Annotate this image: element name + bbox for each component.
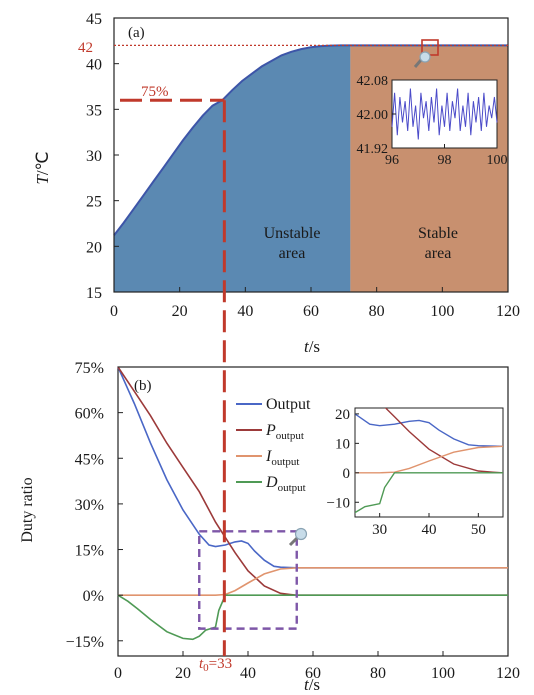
b-inset-series-i_output (355, 445, 503, 474)
a-ytick-label: 15 (86, 285, 102, 302)
panel-a: 0 20 40 60 80 100 120 15 20 25 30 35 40 45 (a) 42 75… (33, 11, 520, 356)
a-xtick-label: 40 (237, 303, 253, 320)
b-xtick-label: 120 (496, 665, 520, 682)
b-inset-xtick-label: 30 (372, 522, 387, 538)
a-xtick-label: 60 (303, 303, 319, 320)
b-xtick-label: 20 (175, 665, 191, 682)
a-y-axis-label: T/℃ (33, 151, 52, 184)
a-inset-xtick-label: 100 (487, 153, 508, 168)
b-zoom-dashed-box (198, 530, 298, 630)
a-inset-box (391, 79, 498, 149)
a-xtick-label: 120 (496, 303, 520, 320)
b-ytick-label: 45% (75, 451, 104, 468)
b-inset-series-d_output (355, 472, 503, 514)
b-inset: 30 40 50 20 10 0 −10 (327, 407, 504, 538)
a-region-unstable-l2: area (279, 245, 306, 262)
a-panel-label: (a) (128, 25, 145, 41)
a-xtick-label: 20 (172, 303, 188, 320)
a-ytick-label: 45 (86, 11, 102, 28)
panel-b: 0 20 40 60 80 100 120 75%60%45%30%15%0%−15% (b… (19, 360, 520, 694)
b-y-ticks: 75% 60% 45% 30% 15% 0% −15% (66, 360, 123, 651)
b-inset-ytick-label: 10 (335, 436, 350, 452)
magnifier-icon (419, 51, 431, 63)
magnifier-icon (294, 527, 308, 541)
a-ytick-label: 30 (86, 148, 102, 165)
b-inset-lines (355, 408, 503, 514)
a-x-axis-label: t/s (304, 337, 320, 356)
a-region-stable-l1: Stable (418, 225, 458, 242)
a-inset-xtick-label: 96 (385, 153, 399, 168)
legend-label: Poutput (265, 422, 304, 442)
a-inset-ytick-label: 42.00 (357, 108, 389, 123)
a-xtick-label: 100 (430, 303, 454, 320)
b-inset-series-p_output (384, 408, 503, 474)
a-xtick-label: 0 (110, 303, 118, 320)
b-inset-series-output (355, 412, 503, 447)
a-region-stable-l2: area (425, 245, 452, 262)
a-ytick-label: 20 (86, 239, 102, 256)
a-annotation-42: 42 (78, 40, 93, 56)
b-series-i_output (118, 567, 508, 596)
a-inset-ytick-label: 41.92 (357, 142, 389, 157)
b-y-axis-label: Duty ratio (19, 477, 36, 542)
b-ytick-label: 75% (75, 360, 104, 377)
a-y-ticks: 15 20 25 30 35 40 45 (86, 11, 119, 302)
a-inset-xtick-label: 98 (438, 153, 452, 168)
a-xtick-label: 80 (369, 303, 385, 320)
a-x-ticks: 0 20 40 60 80 100 120 (110, 287, 520, 320)
legend-label: Ioutput (265, 448, 299, 468)
legend-label: Doutput (265, 474, 306, 494)
b-zoom-box (198, 527, 308, 630)
b-xtick-label: 80 (370, 665, 386, 682)
b-inset-xtick-label: 40 (422, 522, 437, 538)
b-ytick-label: 0% (83, 588, 104, 605)
a-inset: 96 98 100 42.08 42.00 41.92 (357, 74, 508, 168)
b-inset-box (354, 407, 504, 518)
b-xtick-label: 60 (305, 665, 321, 682)
b-xtick-label: 100 (431, 665, 455, 682)
a-region-unstable-l1: Unstable (264, 225, 321, 242)
b-ytick-label: −15% (66, 634, 104, 651)
a-ytick-label: 25 (86, 194, 102, 211)
b-series-output (117, 366, 508, 569)
b-x-axis-label: t/s (304, 675, 320, 694)
legend-label: Output (266, 396, 311, 413)
b-inset-ytick-label: 0 (343, 466, 351, 482)
a-inset-signal (391, 88, 498, 140)
a-ytick-label: 40 (86, 57, 102, 74)
b-x-ticks: 0 20 40 60 80 100 120 (114, 651, 520, 682)
b-t0-annotation: t0=33 (199, 656, 232, 674)
b-panel-label: (b) (134, 378, 152, 394)
magnifier-icon-handle (288, 536, 299, 547)
b-xtick-label: 40 (240, 665, 256, 682)
a-annotation-75pct: 75% (141, 84, 169, 100)
magnifier-icon-handle (413, 59, 423, 68)
b-ytick-label: 30% (75, 497, 104, 514)
b-inset-ytick-label: 20 (335, 407, 350, 423)
a-inset-ytick-label: 42.08 (357, 74, 389, 89)
b-inset-xtick-label: 50 (471, 522, 486, 538)
b-ytick-label: 15% (75, 543, 104, 560)
b-xtick-label: 0 (114, 665, 122, 682)
a-zoom-marker (413, 39, 439, 68)
b-inset-ytick-label: −10 (327, 495, 350, 511)
region-0-fill (114, 45, 351, 293)
b-legend: Output Poutput Ioutput Doutput (236, 396, 311, 494)
b-ytick-label: 60% (75, 406, 104, 423)
a-ytick-label: 35 (86, 102, 102, 119)
